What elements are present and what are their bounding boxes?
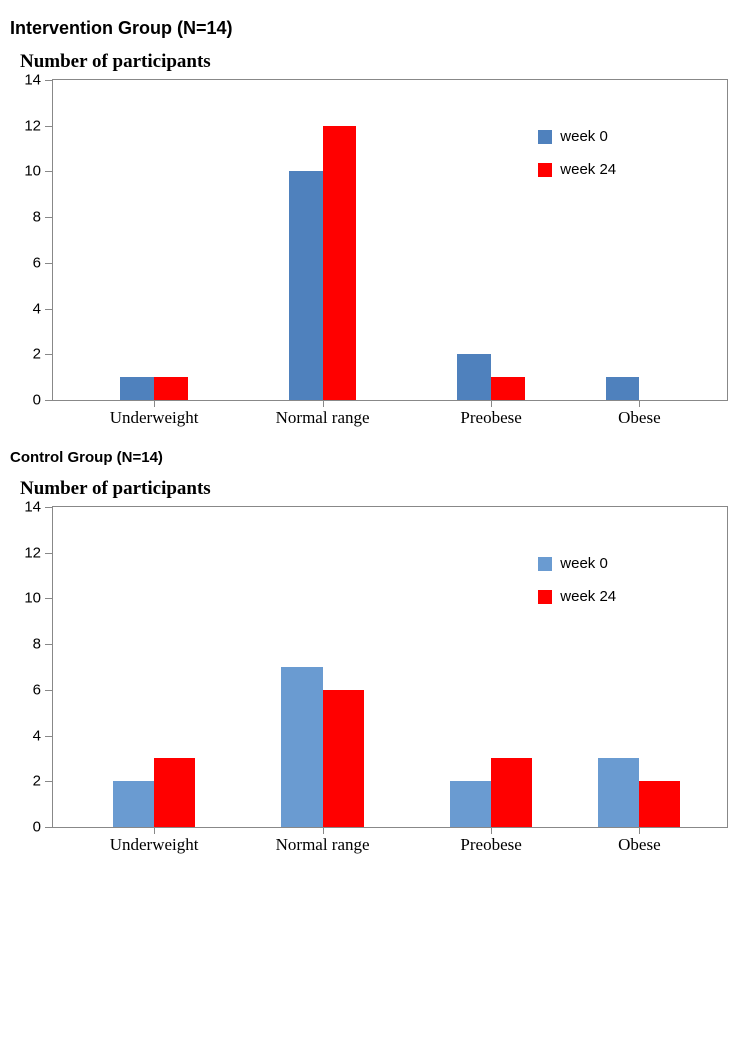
- bar-week24-Obese: [639, 781, 680, 827]
- bar-week24-Underweight: [154, 758, 195, 827]
- bar-week0-Preobese: [450, 781, 491, 827]
- chart2-plot: 02468101214UnderweightNormal rangePreobe…: [52, 506, 728, 828]
- chart2-legend: week 0 week 24: [538, 555, 616, 621]
- ytick-label: 0: [33, 819, 41, 836]
- ytick: [45, 598, 53, 599]
- ytick-label: 12: [24, 544, 41, 561]
- xtick: [154, 827, 155, 834]
- legend-label: week 0: [560, 128, 608, 145]
- ytick-label: 0: [33, 392, 41, 409]
- chart1-panel: Intervention Group (N=14) Number of parti…: [0, 0, 748, 431]
- xtick-label: Underweight: [110, 835, 199, 855]
- xtick-label: Normal range: [276, 408, 370, 428]
- ytick: [45, 736, 53, 737]
- ytick: [45, 217, 53, 218]
- bar-week24-Normalrange: [323, 690, 364, 827]
- bar-week0-Normalrange: [281, 667, 322, 827]
- xtick-label: Normal range: [276, 835, 370, 855]
- chart2-group-title: Control Group (N=14): [10, 449, 738, 466]
- bar-week0-Obese: [606, 377, 640, 400]
- xtick: [491, 827, 492, 834]
- ytick: [45, 80, 53, 81]
- legend-label: week 0: [560, 555, 608, 572]
- legend-item: week 0: [538, 128, 616, 145]
- xtick: [491, 400, 492, 407]
- ytick: [45, 827, 53, 828]
- ytick: [45, 263, 53, 264]
- legend-item: week 24: [538, 161, 616, 178]
- ytick: [45, 690, 53, 691]
- ytick: [45, 309, 53, 310]
- ytick-label: 12: [24, 117, 41, 134]
- bar-week0-Obese: [598, 758, 639, 827]
- bar-week0-Preobese: [457, 354, 491, 400]
- chart1-y-axis-label: Number of participants: [20, 51, 738, 73]
- ytick: [45, 171, 53, 172]
- chart2-panel: Control Group (N=14) Number of participan…: [0, 431, 748, 858]
- ytick-label: 6: [33, 681, 41, 698]
- ytick-label: 2: [33, 773, 41, 790]
- xtick: [639, 400, 640, 407]
- bar-week24-Preobese: [491, 377, 525, 400]
- bar-week0-Underweight: [120, 377, 154, 400]
- ytick: [45, 553, 53, 554]
- legend-label: week 24: [560, 161, 616, 178]
- chart1-group-title: Intervention Group (N=14): [10, 18, 738, 39]
- xtick-label: Underweight: [110, 408, 199, 428]
- xtick-label: Preobese: [460, 408, 521, 428]
- bar-week0-Normalrange: [289, 171, 323, 400]
- ytick: [45, 400, 53, 401]
- ytick-label: 14: [24, 499, 41, 516]
- ytick: [45, 354, 53, 355]
- bar-week24-Preobese: [491, 758, 532, 827]
- bar-week24-Underweight: [154, 377, 188, 400]
- xtick-label: Obese: [618, 408, 660, 428]
- ytick: [45, 644, 53, 645]
- chart1-legend: week 0 week 24: [538, 128, 616, 194]
- bar-week24-Normalrange: [323, 126, 357, 400]
- ytick-label: 4: [33, 300, 41, 317]
- ytick-label: 8: [33, 209, 41, 226]
- xtick: [323, 400, 324, 407]
- legend-item: week 0: [538, 555, 616, 572]
- ytick-label: 6: [33, 254, 41, 271]
- bar-week0-Underweight: [113, 781, 154, 827]
- legend-swatch-icon: [538, 557, 552, 571]
- ytick-label: 2: [33, 346, 41, 363]
- ytick: [45, 126, 53, 127]
- ytick-label: 14: [24, 72, 41, 89]
- legend-item: week 24: [538, 588, 616, 605]
- legend-label: week 24: [560, 588, 616, 605]
- chart2-y-axis-label: Number of participants: [20, 478, 738, 500]
- chart1-plot: 02468101214UnderweightNormal rangePreobe…: [52, 79, 728, 401]
- ytick-label: 10: [24, 590, 41, 607]
- ytick-label: 10: [24, 163, 41, 180]
- ytick: [45, 507, 53, 508]
- xtick: [639, 827, 640, 834]
- xtick: [323, 827, 324, 834]
- legend-swatch-icon: [538, 130, 552, 144]
- legend-swatch-icon: [538, 163, 552, 177]
- ytick: [45, 781, 53, 782]
- legend-swatch-icon: [538, 590, 552, 604]
- ytick-label: 8: [33, 636, 41, 653]
- xtick: [154, 400, 155, 407]
- xtick-label: Obese: [618, 835, 660, 855]
- xtick-label: Preobese: [460, 835, 521, 855]
- ytick-label: 4: [33, 727, 41, 744]
